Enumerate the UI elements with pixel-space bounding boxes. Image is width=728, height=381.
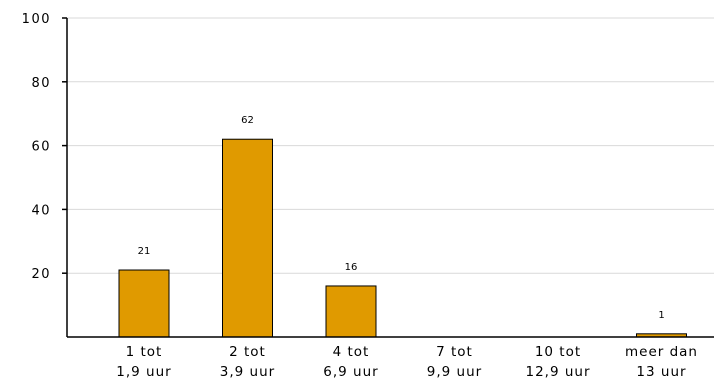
y-tick-label: 20 [31, 267, 51, 282]
bar [325, 285, 377, 338]
x-tick-label: 7 tot [436, 344, 473, 360]
bar [222, 138, 273, 338]
x-tick-label: meer dan [625, 344, 698, 360]
x-tick-label: 1 tot [126, 344, 163, 360]
bar [118, 269, 170, 338]
x-tick-label: 13 uur [636, 364, 686, 380]
gridlines [67, 17, 714, 274]
data-label: 1 [658, 310, 664, 321]
labels: 20 40 60 80 100 21 1 tot 1,9 uur 62 2 tot 3,9 uur 1… [22, 12, 698, 380]
y-tick-label: 100 [22, 12, 51, 27]
x-tick-label: 10 tot [535, 344, 581, 360]
x-tick-label: 4 tot [333, 344, 370, 360]
x-tick-label: 9,9 uur [427, 364, 482, 380]
x-tick-label: 3,9 uur [220, 364, 275, 380]
y-tick-label: 40 [31, 203, 51, 218]
axes [62, 17, 714, 338]
y-tick-label: 60 [31, 140, 51, 155]
x-tick-label: 12,9 uur [525, 364, 590, 380]
x-tick-label: 2 tot [229, 344, 266, 360]
x-tick-label: 1,9 uur [116, 364, 171, 380]
data-label: 16 [345, 262, 358, 273]
y-tick-label: 80 [31, 76, 51, 91]
data-label: 21 [138, 246, 151, 257]
bars [118, 138, 687, 338]
data-label: 62 [241, 115, 254, 126]
x-tick-label: 6,9 uur [323, 364, 378, 380]
